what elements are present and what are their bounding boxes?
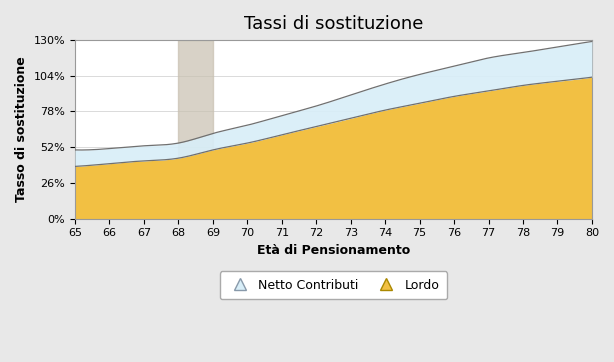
Bar <box>179 40 213 219</box>
X-axis label: Età di Pensionamento: Età di Pensionamento <box>257 244 410 257</box>
Legend: Netto Contributi, Lordo: Netto Contributi, Lordo <box>220 271 448 299</box>
Y-axis label: Tasso di sostituzione: Tasso di sostituzione <box>15 56 28 202</box>
Title: Tassi di sostituzione: Tassi di sostituzione <box>244 15 423 33</box>
